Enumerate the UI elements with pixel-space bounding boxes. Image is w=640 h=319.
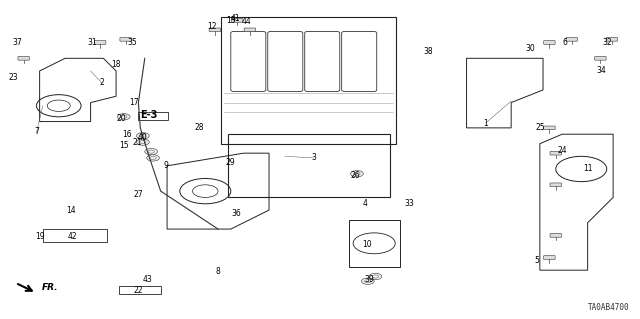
FancyBboxPatch shape (550, 151, 561, 155)
Circle shape (145, 148, 157, 155)
Text: 30: 30 (525, 44, 535, 53)
Text: 12: 12 (207, 22, 216, 31)
FancyBboxPatch shape (209, 28, 221, 32)
Text: E-3: E-3 (141, 110, 158, 120)
Text: 38: 38 (424, 48, 433, 56)
Text: 44: 44 (242, 18, 252, 26)
Circle shape (117, 114, 130, 120)
Text: 16: 16 (122, 130, 132, 139)
Text: 21: 21 (132, 137, 142, 147)
Text: 3: 3 (311, 153, 316, 162)
Text: 27: 27 (134, 190, 143, 199)
FancyBboxPatch shape (595, 56, 606, 60)
Text: 41: 41 (231, 14, 241, 23)
Text: 23: 23 (8, 73, 18, 82)
Text: 36: 36 (231, 209, 241, 218)
Text: 19: 19 (35, 233, 44, 241)
Text: 34: 34 (596, 66, 607, 76)
Text: 10: 10 (362, 241, 371, 249)
FancyBboxPatch shape (566, 38, 577, 41)
Circle shape (147, 155, 159, 161)
Text: 5: 5 (534, 256, 539, 265)
Text: 11: 11 (583, 165, 593, 174)
Circle shape (351, 171, 364, 177)
FancyBboxPatch shape (606, 38, 618, 41)
Text: TA0AB4700: TA0AB4700 (588, 303, 629, 312)
Circle shape (369, 273, 382, 280)
Text: 13: 13 (226, 16, 236, 25)
Text: 28: 28 (194, 123, 204, 132)
Text: 43: 43 (143, 275, 153, 284)
FancyBboxPatch shape (95, 41, 106, 44)
Text: 8: 8 (216, 267, 220, 276)
Text: 7: 7 (34, 127, 39, 136)
Text: FR.: FR. (42, 283, 58, 292)
Text: 18: 18 (111, 60, 121, 69)
Text: 1: 1 (483, 119, 488, 128)
Text: 39: 39 (364, 275, 374, 284)
Text: 15: 15 (119, 141, 129, 150)
Text: 20: 20 (116, 114, 126, 123)
Text: 32: 32 (602, 38, 612, 47)
Text: 29: 29 (226, 158, 236, 167)
Text: 14: 14 (67, 206, 76, 215)
Text: 42: 42 (68, 233, 77, 241)
Text: 31: 31 (88, 38, 97, 47)
FancyBboxPatch shape (550, 234, 561, 237)
FancyBboxPatch shape (244, 28, 255, 32)
Text: 40: 40 (138, 133, 148, 142)
Text: 17: 17 (129, 98, 139, 107)
Text: 33: 33 (404, 199, 414, 208)
Text: 25: 25 (535, 123, 545, 132)
Text: 22: 22 (134, 286, 143, 295)
Circle shape (362, 278, 374, 285)
FancyBboxPatch shape (18, 56, 29, 60)
FancyBboxPatch shape (543, 41, 555, 44)
Text: 9: 9 (163, 161, 168, 170)
Text: 4: 4 (362, 199, 367, 208)
FancyBboxPatch shape (120, 38, 131, 41)
Text: 26: 26 (351, 171, 360, 180)
Text: 37: 37 (12, 38, 22, 47)
FancyBboxPatch shape (550, 183, 561, 187)
Circle shape (136, 133, 149, 139)
Text: 35: 35 (127, 38, 137, 47)
Text: 2: 2 (100, 78, 104, 86)
FancyBboxPatch shape (543, 126, 555, 130)
FancyBboxPatch shape (543, 256, 555, 259)
Text: 24: 24 (557, 145, 567, 154)
FancyBboxPatch shape (232, 19, 243, 22)
Circle shape (136, 139, 149, 145)
Text: 6: 6 (563, 38, 568, 47)
